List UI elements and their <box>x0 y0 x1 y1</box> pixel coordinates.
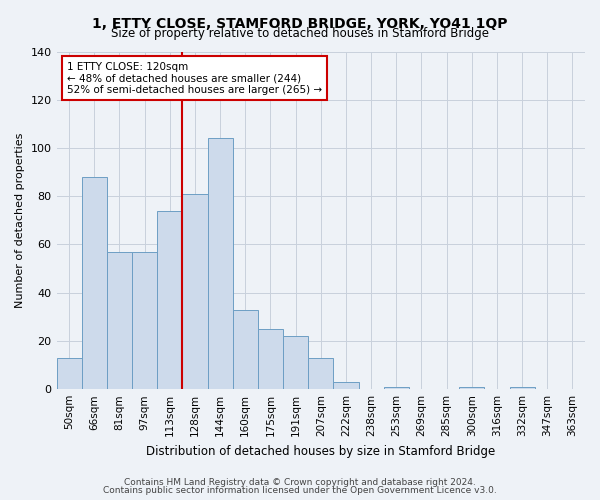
Bar <box>334 382 359 389</box>
Bar <box>132 252 157 389</box>
Bar <box>283 336 308 389</box>
Bar <box>82 177 107 389</box>
Bar <box>157 210 182 389</box>
Bar <box>459 387 484 389</box>
Bar <box>233 310 258 389</box>
Bar <box>56 358 82 389</box>
Text: 1 ETTY CLOSE: 120sqm
← 48% of detached houses are smaller (244)
52% of semi-deta: 1 ETTY CLOSE: 120sqm ← 48% of detached h… <box>67 62 322 95</box>
Y-axis label: Number of detached properties: Number of detached properties <box>15 132 25 308</box>
Text: Contains public sector information licensed under the Open Government Licence v3: Contains public sector information licen… <box>103 486 497 495</box>
Text: Contains HM Land Registry data © Crown copyright and database right 2024.: Contains HM Land Registry data © Crown c… <box>124 478 476 487</box>
X-axis label: Distribution of detached houses by size in Stamford Bridge: Distribution of detached houses by size … <box>146 444 496 458</box>
Bar <box>308 358 334 389</box>
Bar <box>509 387 535 389</box>
Bar <box>182 194 208 389</box>
Text: Size of property relative to detached houses in Stamford Bridge: Size of property relative to detached ho… <box>111 28 489 40</box>
Bar <box>208 138 233 389</box>
Bar <box>258 329 283 389</box>
Bar <box>383 387 409 389</box>
Bar <box>107 252 132 389</box>
Text: 1, ETTY CLOSE, STAMFORD BRIDGE, YORK, YO41 1QP: 1, ETTY CLOSE, STAMFORD BRIDGE, YORK, YO… <box>92 18 508 32</box>
